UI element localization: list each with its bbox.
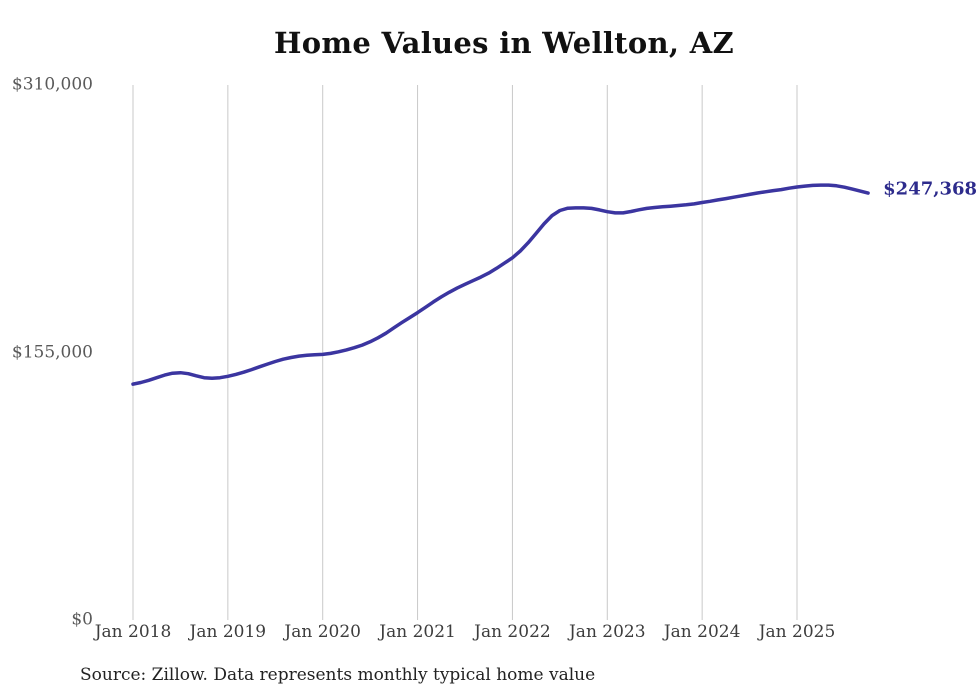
x-axis-tick-label: Jan 2023 — [568, 622, 646, 642]
chart-title: Home Values in Wellton, AZ — [274, 26, 734, 60]
y-axis-tick-label: $0 — [71, 609, 93, 630]
y-axis-tick-label: $155,000 — [11, 342, 93, 363]
x-axis-tick-label: Jan 2018 — [94, 622, 172, 642]
x-axis-tick-label: Jan 2025 — [758, 622, 836, 642]
home-value-line — [131, 183, 870, 386]
x-axis-tick-label: Jan 2020 — [284, 622, 361, 642]
x-axis-tick-label: Jan 2019 — [189, 622, 267, 642]
x-axis-tick-label: Jan 2021 — [379, 622, 456, 642]
x-axis-tick-label: Jan 2022 — [474, 622, 551, 642]
y-axis-tick-label: $310,000 — [11, 74, 93, 95]
source-note: Source: Zillow. Data represents monthly … — [80, 665, 596, 685]
x-axis-tick-label: Jan 2024 — [663, 622, 741, 642]
end-value-label: $247,368 — [883, 178, 978, 200]
